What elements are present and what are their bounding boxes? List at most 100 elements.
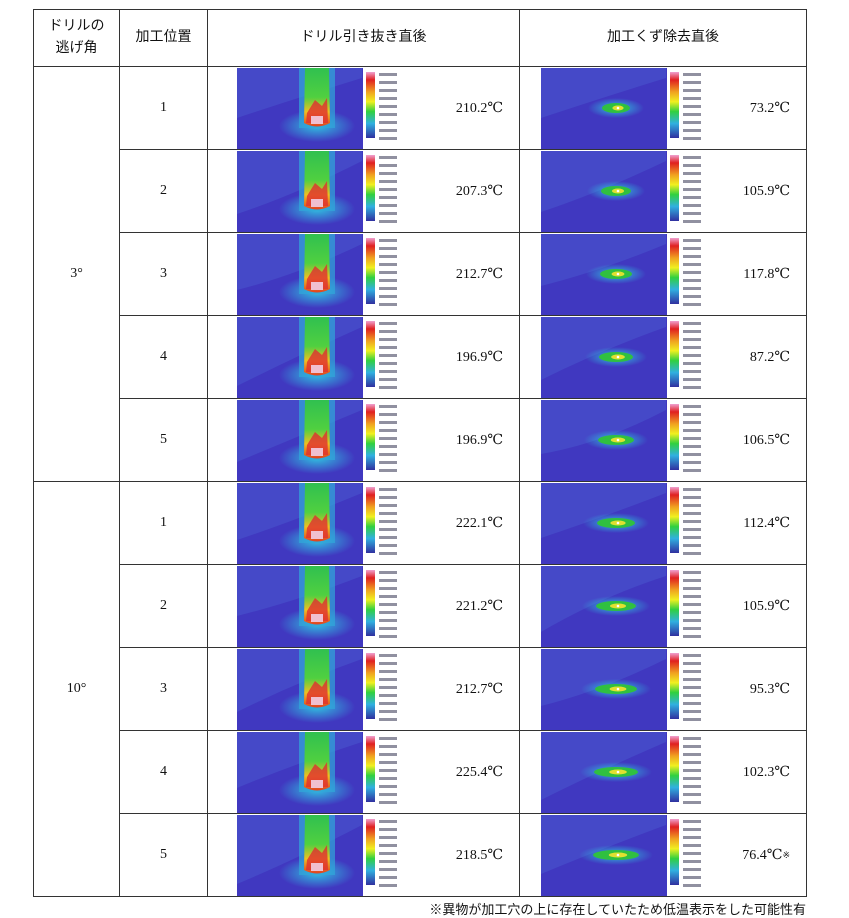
scale-label-block <box>379 89 397 92</box>
hot-point <box>616 604 620 608</box>
color-scale <box>366 487 375 553</box>
scale-label-block <box>379 702 397 705</box>
scale-label-block <box>379 761 397 764</box>
background-texture <box>541 151 666 212</box>
scale-label-block <box>379 164 397 167</box>
thermal-image <box>237 483 403 564</box>
chip-header: 加工くず除去直後 <box>519 9 807 67</box>
color-scale <box>366 238 375 304</box>
drill-core <box>311 863 323 871</box>
scale-label-block <box>683 279 701 282</box>
chip-value: 95.3℃ <box>749 681 790 697</box>
chip-cell: 106.5℃ <box>519 398 807 482</box>
scale-label-block <box>683 220 701 223</box>
scale-label-block <box>379 156 397 159</box>
scale-label-block <box>379 552 397 555</box>
chip-value: 106.5℃ <box>742 432 790 448</box>
drill-temperature: 196.9℃ <box>455 349 503 365</box>
position-cell: 1 <box>119 66 208 150</box>
scale-label-block <box>683 105 701 108</box>
color-scale <box>366 155 375 221</box>
scale-label-block <box>683 322 701 325</box>
scale-label-block <box>683 212 701 215</box>
scale-label-block <box>683 801 701 804</box>
scale-label-block <box>683 188 701 191</box>
position-cell: 3 <box>119 232 208 316</box>
thermal-image <box>237 400 403 481</box>
chip-value: 105.9℃ <box>742 598 790 614</box>
scale-label-block <box>683 552 701 555</box>
drill-temperature: 222.1℃ <box>455 515 503 531</box>
scale-label-block <box>379 753 397 756</box>
result-table: ドリルの 逃げ角 加工位置 ドリル引き抜き直後 加工くず除去直後 3° 1 210.2… <box>33 9 807 897</box>
thermal-image <box>541 732 707 813</box>
chip-temperature: 76.4℃ ※ <box>742 814 790 896</box>
scale-label-block <box>683 844 701 847</box>
data-row: 3° 1 210.2℃ 73.2℃ <box>33 66 807 482</box>
scale-label-block <box>683 204 701 207</box>
position-cell: 4 <box>119 730 208 814</box>
scale-label-block <box>379 852 397 855</box>
scale-label-block <box>379 429 397 432</box>
hot-point <box>616 438 620 442</box>
scale-label-block <box>379 718 397 721</box>
color-scale <box>670 819 679 885</box>
drill-temperature: 210.2℃ <box>455 100 503 116</box>
drill-core <box>311 531 323 539</box>
thermal-image <box>237 649 403 730</box>
scale-label-block <box>379 587 397 590</box>
position-cell: 5 <box>119 398 208 482</box>
scale-label-block <box>379 220 397 223</box>
header-line: 逃げ角 <box>55 41 98 56</box>
chip-value: 73.2℃ <box>749 100 790 116</box>
color-scale <box>366 736 375 802</box>
scale-label-block <box>683 255 701 258</box>
scale-label-block <box>683 469 701 472</box>
position-cell: 2 <box>119 149 208 233</box>
scale-label-block <box>379 635 397 638</box>
scale-label-block <box>379 469 397 472</box>
scale-label-block <box>683 421 701 424</box>
scale-label-block <box>683 429 701 432</box>
scale-label-block <box>683 860 701 863</box>
chip-cell: 105.9℃ <box>519 564 807 648</box>
chip-value: 112.4℃ <box>743 515 790 531</box>
scale-label-block <box>379 504 397 507</box>
scale-label-block <box>379 603 397 606</box>
scale-label-block <box>379 188 397 191</box>
scale-label-block <box>683 761 701 764</box>
scale-label-block <box>379 745 397 748</box>
drill-core <box>311 448 323 456</box>
chip-value: 117.8℃ <box>743 266 790 282</box>
drill-core <box>311 697 323 705</box>
background-texture <box>541 815 666 874</box>
header-row: ドリルの 逃げ角 加工位置 ドリル引き抜き直後 加工くず除去直後 <box>33 9 807 67</box>
drill-core <box>311 199 323 207</box>
drill-cell: 225.4℃ <box>207 730 520 814</box>
drill-cell: 196.9℃ <box>207 315 520 399</box>
scale-label-block <box>683 662 701 665</box>
drill-core <box>311 614 323 622</box>
scale-label-block <box>683 488 701 491</box>
scale-label-block <box>683 876 701 879</box>
scale-label-block <box>683 330 701 333</box>
background-texture <box>541 68 666 118</box>
scale-label-block <box>379 370 397 373</box>
scale-label-block <box>379 595 397 598</box>
color-scale <box>670 72 679 138</box>
scale-label-block <box>379 346 397 349</box>
chip-value: 105.9℃ <box>742 183 790 199</box>
scale-label-block <box>683 528 701 531</box>
scale-label-block <box>683 437 701 440</box>
header-line: ドリルの <box>48 19 105 34</box>
scale-label-block <box>379 884 397 887</box>
thermal-image <box>541 815 707 896</box>
scale-label-block <box>683 164 701 167</box>
drill-temperature: 207.3℃ <box>455 183 503 199</box>
chip-temperature: 105.9℃ <box>743 150 790 232</box>
scale-label-block <box>379 461 397 464</box>
drill-cell: 212.7℃ <box>207 232 520 316</box>
chip-value: 102.3℃ <box>742 764 790 780</box>
hot-point <box>616 106 620 110</box>
scale-label-block <box>683 745 701 748</box>
